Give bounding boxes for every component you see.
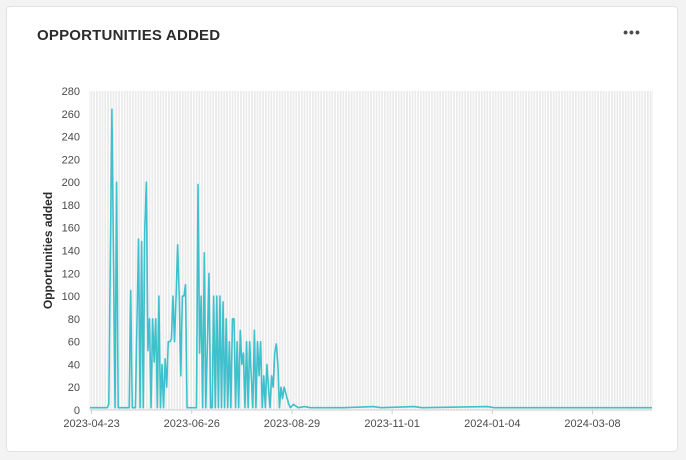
y-tick-label: 120 (62, 268, 80, 280)
y-tick-label: 40 (68, 359, 80, 371)
y-tick-label: 0 (74, 405, 80, 417)
y-tick-label: 280 (62, 86, 80, 98)
series-line (90, 108, 652, 409)
chart-grid (89, 91, 653, 410)
y-tick-label: 80 (68, 314, 80, 326)
chart-axes: 0 20 40 60 80 100 120 140 160 180 200 220 240 260 280 2… (41, 86, 652, 430)
x-tick-label: 2023-06-26 (164, 418, 220, 430)
y-tick-label: 200 (62, 177, 80, 189)
y-tick-label: 240 (62, 132, 80, 144)
y-tick-label: 260 (62, 109, 80, 121)
x-tick-label: 2023-11-01 (364, 418, 419, 430)
y-tick-label: 100 (62, 291, 80, 303)
x-tick-label: 2024-01-04 (464, 418, 520, 430)
chart-series (90, 108, 652, 409)
y-tick-label: 60 (68, 337, 80, 349)
y-tick-label: 160 (62, 223, 80, 235)
more-options-icon[interactable]: ••• (623, 24, 641, 40)
y-tick-label: 220 (62, 154, 80, 166)
x-tick-label: 2024-03-08 (564, 418, 620, 430)
y-tick-label: 180 (62, 200, 80, 212)
y-tick-label: 140 (62, 246, 80, 258)
x-tick-label: 2023-04-23 (63, 418, 119, 430)
card-title: OPPORTUNITIES ADDED (37, 27, 221, 44)
y-axis-title: Opportunities added (41, 192, 55, 309)
x-tick-label: 2023-08-29 (264, 418, 320, 430)
y-tick-label: 20 (68, 382, 80, 394)
